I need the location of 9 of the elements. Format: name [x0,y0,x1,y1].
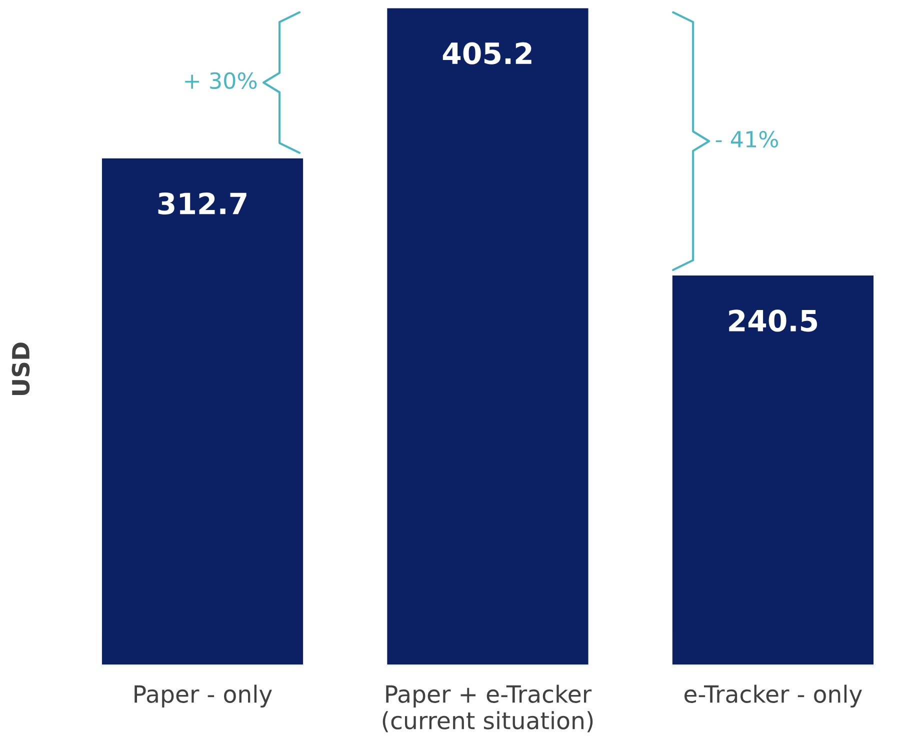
data-label: 405.2 [442,42,532,64]
x-tick-label: Paper - only [134,684,272,708]
x-tick-label: e-Tracker - only [684,684,862,708]
y-axis-title: USD [12,342,30,395]
annotation: + 30% [185,72,257,90]
x-tick-label: Paper + e-Tracker (current situation) [382,684,593,732]
data-label: 240.5 [729,310,818,332]
data-label: 312.7 [158,192,246,214]
annotation: - 41% [716,130,778,148]
